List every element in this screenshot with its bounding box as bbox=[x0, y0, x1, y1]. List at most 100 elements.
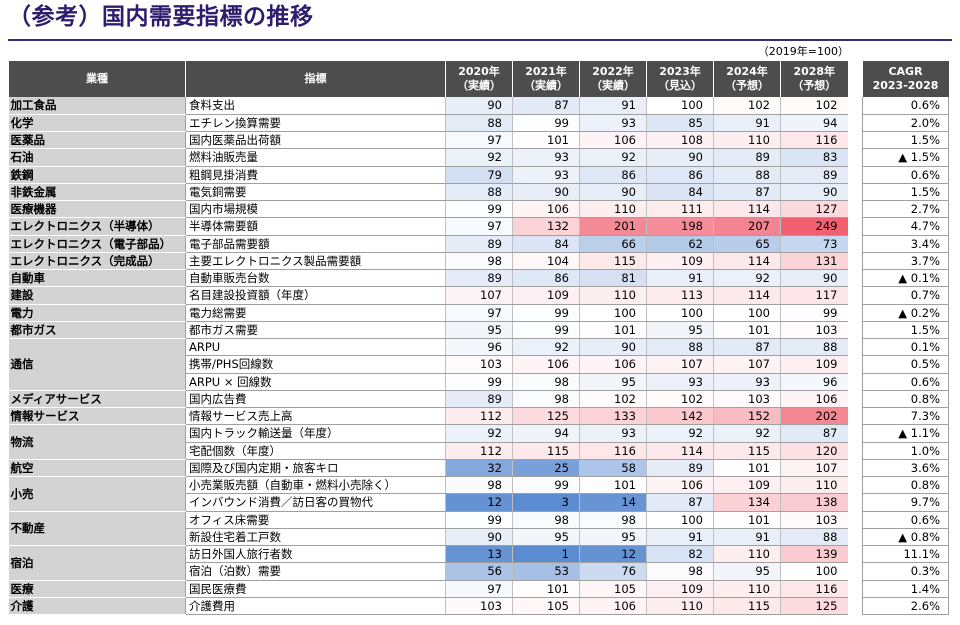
column-gap bbox=[847, 114, 863, 132]
value-cell: 25 bbox=[512, 459, 580, 478]
value-cell: 101 bbox=[713, 321, 781, 340]
value-cell: 115 bbox=[512, 442, 580, 460]
value-cell: 89 bbox=[445, 390, 513, 409]
metric-cell: インバウンド消費／訪日客の買物代 bbox=[185, 493, 446, 512]
base-year-note: （2019年=100） bbox=[757, 45, 849, 58]
value-cell: 95 bbox=[445, 321, 513, 340]
table-row: 介護 介護費用 103 105 106 110 115 125 2.6% bbox=[8, 597, 949, 616]
cagr-cell: 0.8% bbox=[862, 390, 949, 409]
metric-cell: 半導体需要額 bbox=[185, 217, 446, 236]
value-cell: 76 bbox=[579, 562, 647, 581]
value-cell: 85 bbox=[646, 114, 714, 133]
value-cell: 125 bbox=[780, 597, 848, 616]
value-cell: 89 bbox=[445, 269, 513, 288]
value-cell: 87 bbox=[713, 338, 781, 357]
value-cell: 110 bbox=[713, 131, 781, 150]
value-cell: 96 bbox=[780, 373, 848, 391]
value-cell: 99 bbox=[512, 321, 580, 340]
value-cell: 92 bbox=[713, 269, 781, 288]
value-cell: 109 bbox=[512, 286, 580, 305]
value-cell: 101 bbox=[512, 131, 580, 150]
table-row: 医療機器 国内市場規模 99 106 110 111 114 127 2.7% bbox=[8, 200, 949, 219]
table-row: 鉄鋼 粗鋼見掛消費 79 93 86 86 88 89 0.6% bbox=[8, 166, 949, 184]
value-cell: 201 bbox=[579, 217, 647, 236]
header-year-2028: 2028年 （予想） bbox=[780, 61, 848, 97]
value-cell: 90 bbox=[512, 183, 580, 202]
value-cell: 84 bbox=[646, 183, 714, 202]
value-cell: 88 bbox=[445, 114, 513, 133]
value-cell: 92 bbox=[579, 148, 647, 167]
value-cell: 99 bbox=[780, 304, 848, 322]
metric-cell: 国内医薬品出荷額 bbox=[185, 131, 446, 150]
value-cell: 93 bbox=[646, 373, 714, 391]
cagr-cell: 11.1% bbox=[862, 545, 949, 564]
column-gap bbox=[847, 511, 863, 529]
column-gap bbox=[847, 269, 863, 287]
value-cell: 115 bbox=[713, 597, 781, 616]
metric-cell: ARPU bbox=[185, 338, 446, 357]
metric-cell: 国民医療費 bbox=[185, 580, 446, 598]
value-cell: 92 bbox=[445, 424, 513, 443]
metric-cell: 国内広告費 bbox=[185, 390, 446, 409]
column-gap bbox=[847, 321, 863, 339]
value-cell: 93 bbox=[512, 148, 580, 167]
value-cell: 102 bbox=[646, 390, 714, 409]
cagr-cell: 0.3% bbox=[862, 562, 949, 581]
metric-cell: 訪日外国人旅行者数 bbox=[185, 545, 446, 564]
metric-cell: 電力総需要 bbox=[185, 304, 446, 322]
value-cell: 113 bbox=[646, 286, 714, 305]
value-cell: 94 bbox=[512, 424, 580, 443]
value-cell: 100 bbox=[646, 304, 714, 322]
value-cell: 100 bbox=[646, 97, 714, 115]
table-row: 通信 ARPU 96 92 90 88 87 88 0.1% bbox=[8, 338, 949, 391]
value-cell: 82 bbox=[646, 545, 714, 564]
value-cell: 107 bbox=[646, 355, 714, 374]
value-cell: 103 bbox=[445, 597, 513, 616]
value-cell: 207 bbox=[713, 217, 781, 236]
column-gap bbox=[847, 424, 863, 442]
value-cell: 114 bbox=[713, 286, 781, 305]
value-cell: 115 bbox=[713, 442, 781, 460]
metric-cell: 新設住宅着工戸数 bbox=[185, 528, 446, 547]
value-cell: 103 bbox=[780, 511, 848, 529]
value-cell: 14 bbox=[579, 493, 647, 512]
column-gap bbox=[847, 338, 863, 356]
column-gap bbox=[847, 459, 863, 477]
industry-cell: 医薬品 bbox=[8, 131, 186, 150]
value-cell: 110 bbox=[713, 545, 781, 564]
value-cell: 88 bbox=[780, 338, 848, 357]
value-cell: 99 bbox=[512, 304, 580, 322]
metric-cell: 電子部品需要額 bbox=[185, 235, 446, 253]
value-cell: 65 bbox=[713, 235, 781, 253]
value-cell: 92 bbox=[646, 424, 714, 443]
industry-cell: 化学 bbox=[8, 114, 186, 133]
column-gap bbox=[847, 235, 863, 253]
value-cell: 103 bbox=[780, 321, 848, 340]
table-row: 都市ガス 都市ガス需要 95 99 101 95 101 103 1.5% bbox=[8, 321, 949, 340]
value-cell: 13 bbox=[445, 545, 513, 564]
table-row: 自動車 自動車販売台数 89 86 81 91 92 90 ▲ 0.1% bbox=[8, 269, 949, 288]
value-cell: 99 bbox=[445, 200, 513, 219]
value-cell: 97 bbox=[445, 217, 513, 236]
header-cagr: CAGR 2023-2028 bbox=[862, 61, 949, 97]
table-row: 宿泊（泊数）需要 56 53 76 98 95 100 0.3% bbox=[9, 562, 949, 581]
table-body: 加工食品 食料支出 90 87 91 100 102 102 0.6% 化学 エチレン換算需要 88 9… bbox=[8, 97, 949, 616]
value-cell: 98 bbox=[646, 562, 714, 581]
column-gap bbox=[847, 580, 863, 598]
value-cell: 110 bbox=[646, 597, 714, 616]
cagr-cell: 0.8% bbox=[862, 476, 949, 495]
value-cell: 112 bbox=[445, 442, 513, 460]
value-cell: 89 bbox=[646, 459, 714, 478]
value-cell: 101 bbox=[512, 580, 580, 598]
column-gap bbox=[847, 373, 863, 391]
table-row: 携帯/PHS回線数 103 106 106 107 107 109 0.5% bbox=[9, 355, 949, 374]
industry-cell: 小売 bbox=[8, 476, 186, 512]
column-gap bbox=[847, 493, 863, 511]
value-cell: 91 bbox=[713, 114, 781, 133]
industry-cell: 航空 bbox=[8, 459, 186, 478]
cagr-cell: 3.7% bbox=[862, 252, 949, 271]
table-row: エレクトロニクス（半導体） 半導体需要額 97 132 201 198 207 249 4.7% bbox=[8, 217, 949, 236]
metric-cell: 情報サービス売上高 bbox=[185, 407, 446, 426]
value-cell: 87 bbox=[713, 183, 781, 202]
value-cell: 110 bbox=[579, 286, 647, 305]
